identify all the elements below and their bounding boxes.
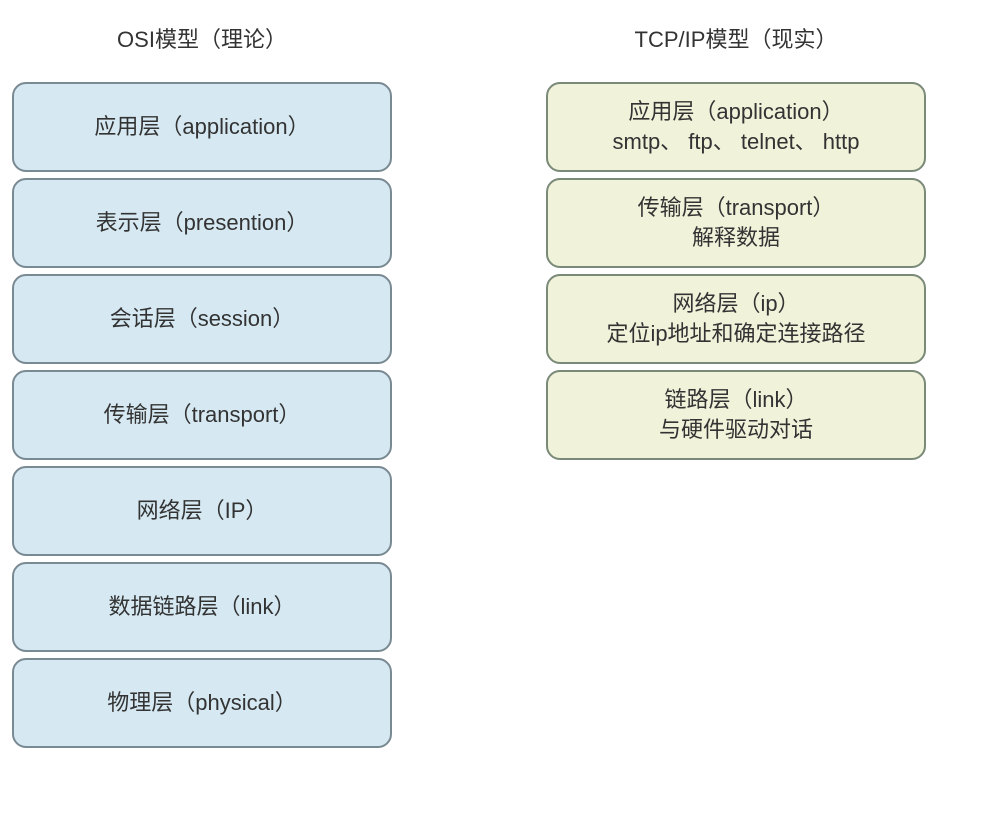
- osi-stack: 应用层（application） 表示层（presention） 会话层（ses…: [12, 82, 392, 748]
- osi-title: OSI模型（理论）: [12, 22, 392, 54]
- layer-label: 网络层（ip）: [672, 289, 799, 319]
- diagram-canvas: OSI模型（理论） 应用层（application） 表示层（presentio…: [0, 0, 984, 820]
- osi-layer-session: 会话层（session）: [12, 274, 392, 364]
- osi-layer-application: 应用层（application）: [12, 82, 392, 172]
- layer-label: 应用层（application）: [628, 97, 843, 127]
- layer-label: 传输层（transport）: [638, 193, 835, 223]
- layer-label: 表示层（presention）: [96, 208, 309, 238]
- layer-label: 会话层（session）: [110, 304, 295, 334]
- tcpip-column: TCP/IP模型（现实） 应用层（application） smtp、 ftp、…: [546, 22, 926, 460]
- osi-layer-transport: 传输层（transport）: [12, 370, 392, 460]
- osi-layer-datalink: 数据链路层（link）: [12, 562, 392, 652]
- layer-sublabel: 与硬件驱动对话: [659, 415, 813, 445]
- tcpip-layer-transport: 传输层（transport） 解释数据: [546, 178, 926, 268]
- layer-label: 应用层（application）: [94, 112, 309, 142]
- osi-layer-presentation: 表示层（presention）: [12, 178, 392, 268]
- layer-label: 数据链路层（link）: [108, 592, 295, 622]
- osi-layer-network: 网络层（IP）: [12, 466, 392, 556]
- tcpip-stack: 应用层（application） smtp、 ftp、 telnet、 http…: [546, 82, 926, 460]
- tcpip-title: TCP/IP模型（现实）: [546, 22, 926, 54]
- layer-label: 链路层（link）: [664, 385, 807, 415]
- tcpip-layer-network: 网络层（ip） 定位ip地址和确定连接路径: [546, 274, 926, 364]
- layer-sublabel: 定位ip地址和确定连接路径: [606, 319, 865, 349]
- osi-layer-physical: 物理层（physical）: [12, 658, 392, 748]
- tcpip-layer-link: 链路层（link） 与硬件驱动对话: [546, 370, 926, 460]
- tcpip-layer-application: 应用层（application） smtp、 ftp、 telnet、 http: [546, 82, 926, 172]
- layer-sublabel: 解释数据: [692, 223, 780, 253]
- osi-column: OSI模型（理论） 应用层（application） 表示层（presentio…: [12, 22, 392, 748]
- layer-label: 物理层（physical）: [107, 688, 296, 718]
- layer-sublabel: smtp、 ftp、 telnet、 http: [613, 127, 860, 157]
- layer-label: 传输层（transport）: [104, 400, 301, 430]
- layer-label: 网络层（IP）: [137, 496, 268, 526]
